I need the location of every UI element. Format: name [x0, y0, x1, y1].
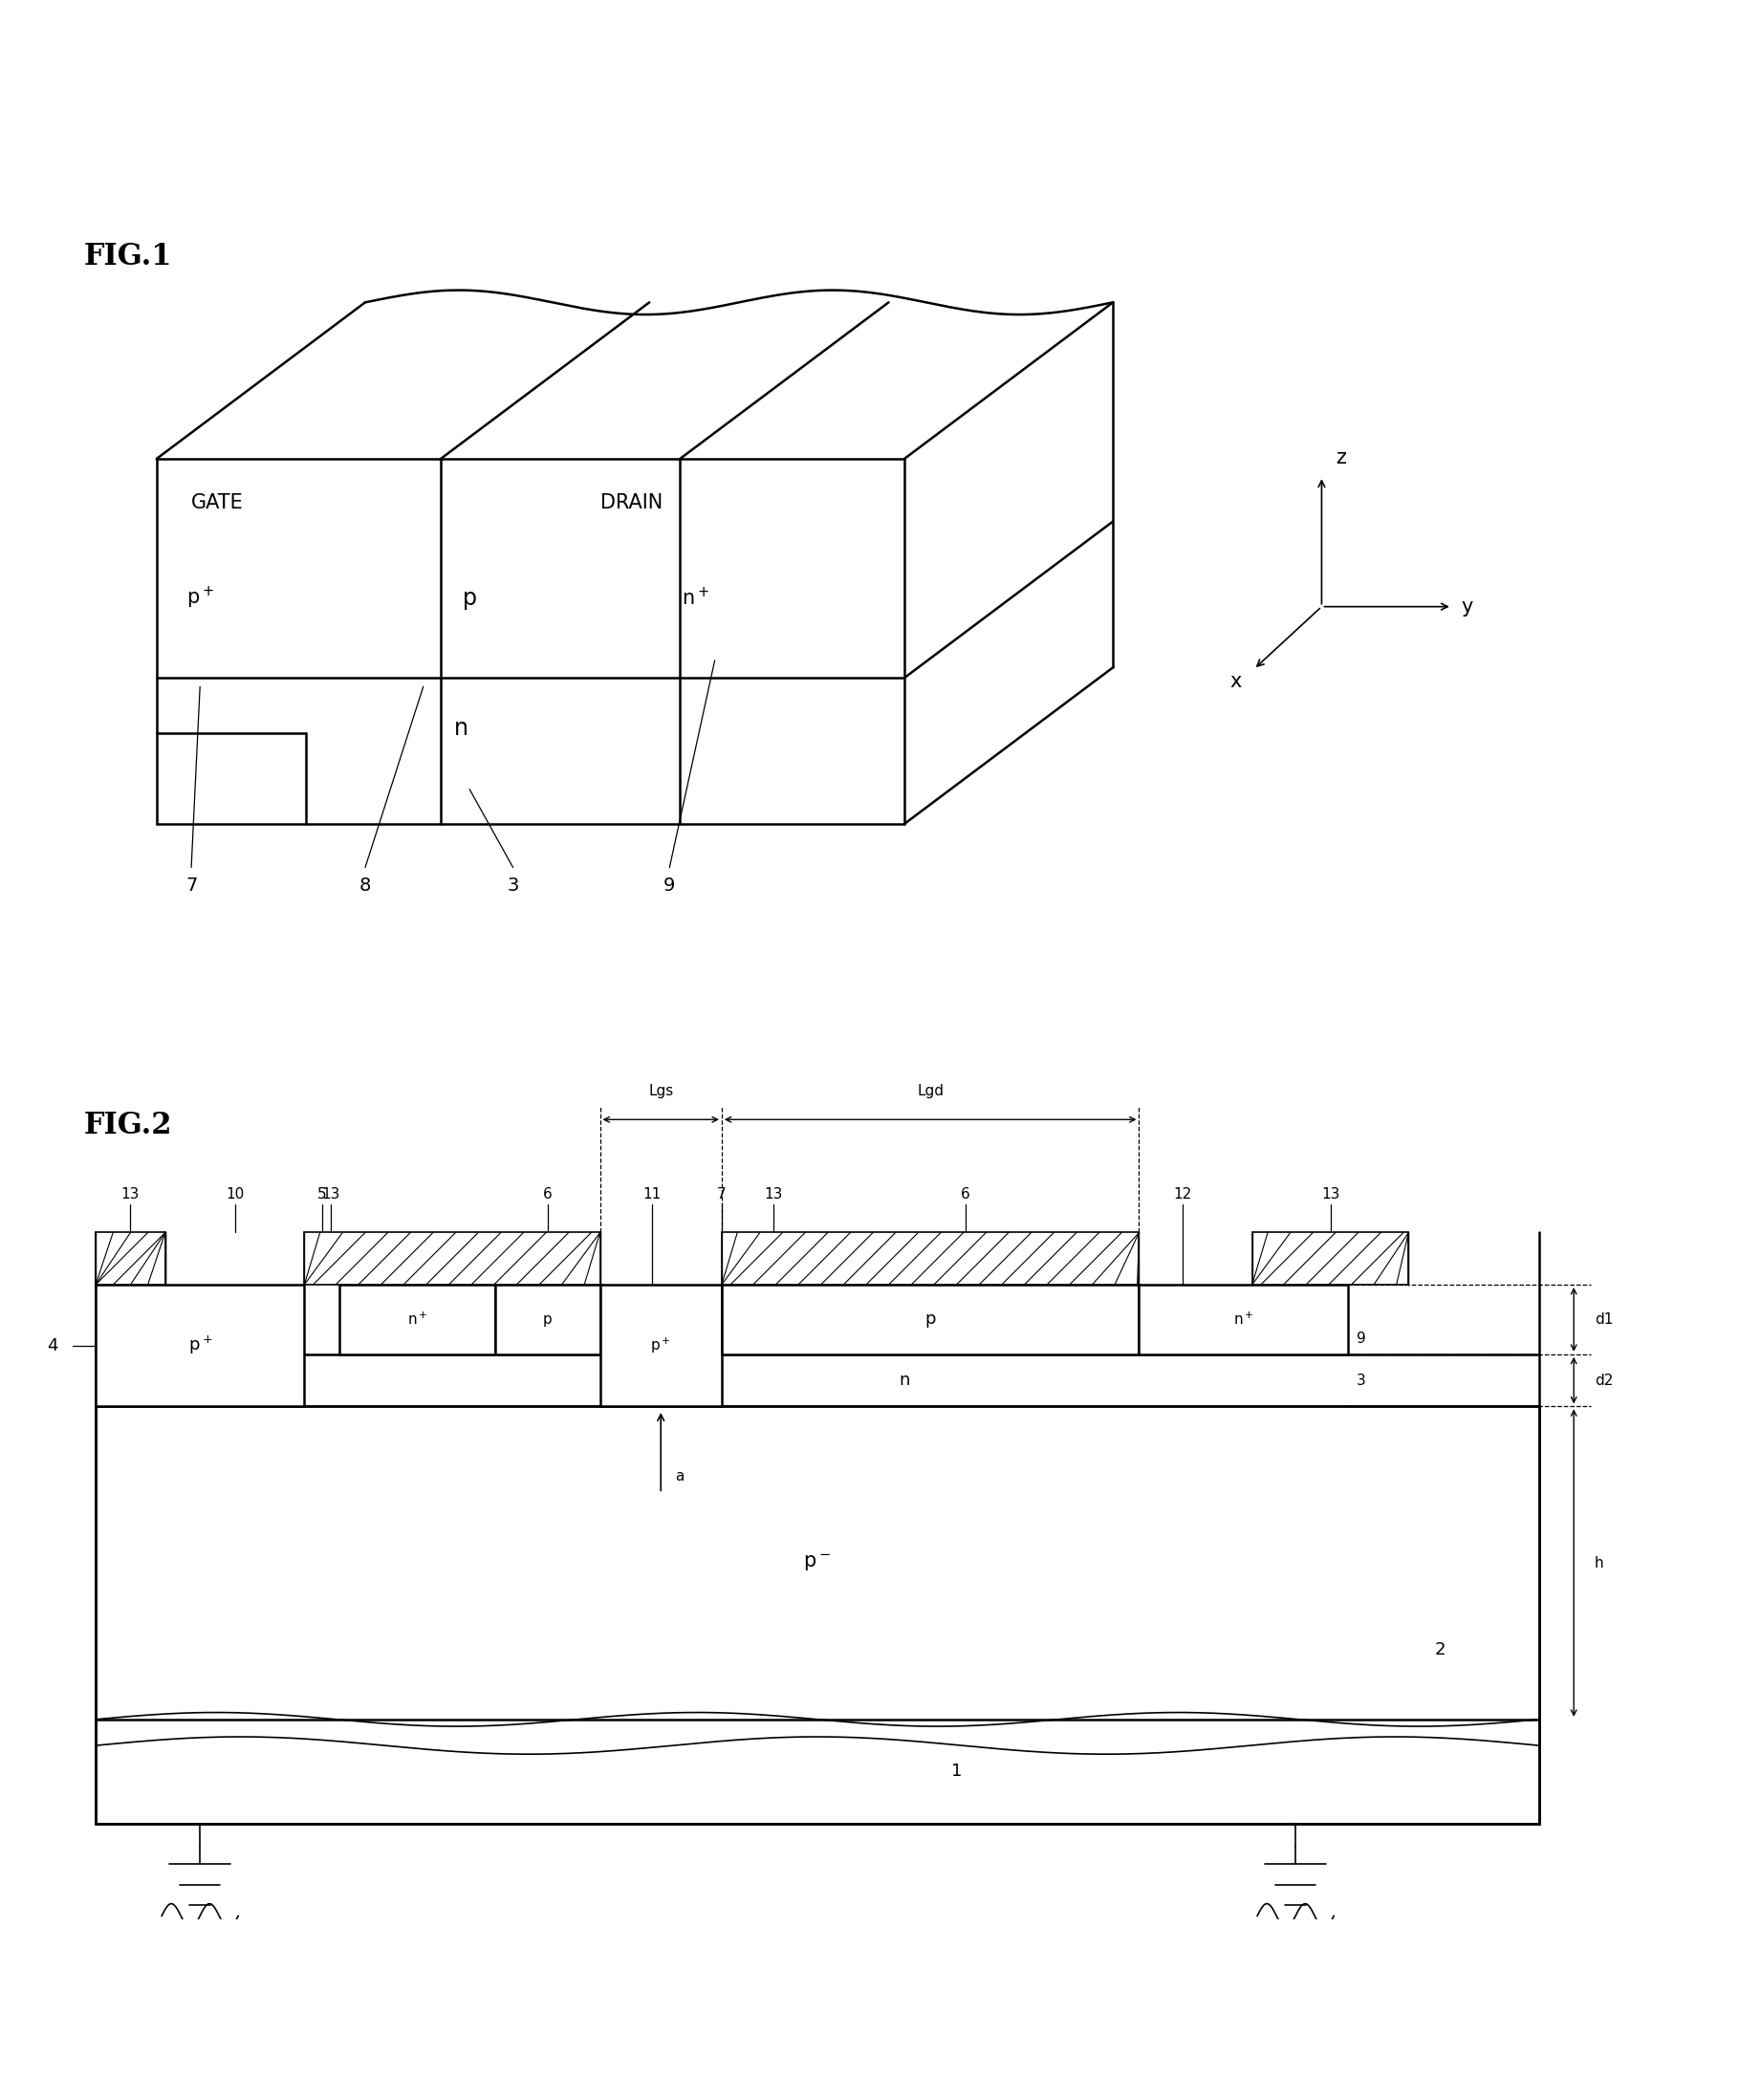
Text: 2: 2	[1435, 1642, 1445, 1659]
Text: h: h	[1595, 1556, 1603, 1571]
Text: 13: 13	[1322, 1186, 1339, 1201]
Text: FIG.2: FIG.2	[83, 1111, 172, 1140]
Bar	[339, 1285, 496, 1354]
Text: 11: 11	[643, 1186, 661, 1201]
Text: GATE: GATE	[191, 494, 243, 512]
Text: z: z	[1336, 449, 1346, 468]
Text: a: a	[675, 1468, 683, 1483]
Text: x: x	[1229, 672, 1242, 691]
Text: 4: 4	[47, 1338, 57, 1354]
Text: 6: 6	[960, 1186, 970, 1201]
Text: DRAIN: DRAIN	[600, 494, 663, 512]
Text: 7: 7	[186, 876, 197, 895]
Text: Lgs: Lgs	[649, 1084, 673, 1098]
Bar	[722, 1285, 1139, 1354]
Text: p: p	[463, 586, 476, 609]
Text: 3: 3	[1356, 1373, 1365, 1388]
Bar	[600, 1285, 722, 1407]
Text: 8: 8	[360, 876, 370, 895]
Text: p$^-$: p$^-$	[803, 1552, 831, 1573]
Text: 7: 7	[716, 1186, 727, 1201]
Text: 12: 12	[1174, 1186, 1191, 1201]
Text: p$^+$: p$^+$	[186, 586, 214, 611]
Text: y: y	[1461, 596, 1473, 615]
Bar	[96, 1285, 304, 1407]
Text: 6: 6	[543, 1186, 553, 1201]
Bar	[96, 1720, 1539, 1823]
Text: n$^+$: n$^+$	[682, 586, 710, 609]
Text: p$^+$: p$^+$	[188, 1334, 212, 1357]
Text: p: p	[543, 1312, 553, 1327]
Text: 13: 13	[322, 1186, 339, 1201]
Text: p: p	[925, 1310, 936, 1327]
Text: 9: 9	[1356, 1331, 1365, 1346]
Text: FIG.1: FIG.1	[83, 242, 172, 271]
Text: n: n	[899, 1371, 909, 1388]
Bar	[96, 1233, 165, 1285]
Text: 13: 13	[122, 1186, 139, 1201]
Text: 9: 9	[664, 876, 675, 895]
Text: 3: 3	[508, 876, 518, 895]
Bar	[1252, 1233, 1409, 1285]
Text: p$^+$: p$^+$	[650, 1336, 671, 1354]
Text: Lgd: Lgd	[916, 1084, 944, 1098]
Text: d1: d1	[1595, 1312, 1614, 1327]
Bar	[304, 1233, 600, 1285]
Text: n$^+$: n$^+$	[407, 1310, 428, 1327]
Bar	[722, 1233, 1139, 1285]
Text: 5: 5	[316, 1186, 327, 1201]
Text: n$^+$: n$^+$	[1233, 1310, 1254, 1327]
Text: 10: 10	[226, 1186, 243, 1201]
Text: 13: 13	[765, 1186, 783, 1201]
Bar	[496, 1285, 600, 1354]
Text: 1: 1	[951, 1764, 962, 1781]
Text: d2: d2	[1595, 1373, 1614, 1388]
Text: n: n	[454, 716, 468, 739]
Bar	[1139, 1285, 1348, 1354]
